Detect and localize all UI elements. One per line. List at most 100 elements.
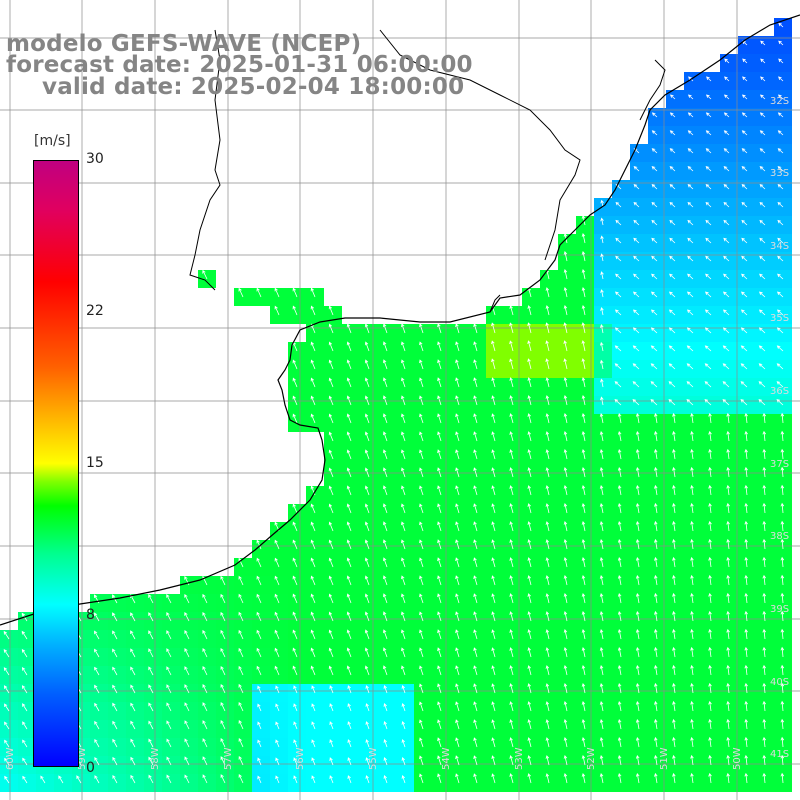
wind-arrow (455, 485, 460, 496)
wind-arrow (94, 612, 100, 622)
wind-arrow (690, 556, 694, 568)
wind-arrow (491, 449, 496, 460)
wind-arrow (742, 76, 748, 82)
wind-arrow (22, 739, 28, 748)
wind-arrow (672, 682, 676, 694)
wind-arrow (238, 719, 244, 730)
wind-arrow (654, 718, 658, 730)
wind-arrow (328, 665, 334, 676)
wind-arrow (726, 682, 730, 694)
wind-arrow (419, 683, 424, 694)
wind-arrow (364, 629, 370, 640)
wind-arrow (292, 539, 298, 550)
wind-arrow (383, 593, 388, 604)
wind-arrow (780, 754, 785, 766)
wind-arrow (94, 756, 100, 766)
wind-arrow (455, 395, 460, 406)
wind-arrow (130, 774, 136, 784)
wind-arrow (563, 394, 568, 406)
wind-arrow (599, 754, 604, 766)
wind-arrow (654, 412, 658, 424)
wind-arrow (635, 773, 640, 784)
wind-arrow (527, 773, 532, 784)
wind-arrow (437, 323, 442, 334)
wind-arrow (94, 648, 100, 658)
latitude-labels: 32S 33S 34S 35S 36S 37S 38S 39S 40S 41S (770, 96, 789, 760)
wind-arrow (383, 557, 388, 568)
wind-arrow (632, 399, 640, 406)
wind-arrow (437, 719, 442, 730)
wind-arrow (762, 700, 767, 712)
wind-arrow (723, 94, 730, 100)
wind-arrow (383, 539, 388, 550)
wind-arrow (690, 466, 694, 478)
wind-arrow (311, 685, 316, 694)
wind-arrow (708, 574, 712, 586)
wind-arrow (419, 737, 424, 748)
wind-arrow (527, 305, 532, 316)
wind-arrow (672, 430, 676, 442)
wind-arrow (726, 484, 730, 496)
wind-arrow (635, 629, 640, 640)
wind-arrow (491, 322, 496, 334)
wind-arrow (401, 467, 406, 478)
wind-arrow (762, 502, 767, 514)
wind-arrow (328, 539, 334, 550)
wind-arrow (668, 291, 676, 298)
wind-arrow (473, 503, 478, 514)
wind-arrow (220, 629, 226, 640)
wind-arrow (401, 703, 406, 712)
wind-arrow (744, 556, 748, 568)
wind-arrow (762, 430, 767, 442)
wind-arrow (632, 327, 640, 334)
wind-arrow (617, 718, 622, 730)
wind-arrow (651, 255, 658, 262)
wind-arrow (130, 630, 136, 640)
wind-arrow (672, 412, 676, 424)
wind-arrow (473, 359, 478, 370)
wind-arrow (687, 273, 694, 280)
wind-arrow (328, 323, 334, 334)
wind-arrow (686, 363, 694, 370)
wind-arrow (292, 593, 298, 604)
longitude-label: 57W (223, 747, 234, 770)
wind-arrow (633, 255, 640, 262)
wind-arrow (292, 557, 298, 568)
wind-arrow (758, 345, 766, 352)
wind-arrow (509, 503, 514, 514)
wind-arrow (635, 701, 640, 712)
wind-arrow (401, 359, 406, 370)
wind-arrow (292, 305, 298, 316)
wind-arrow (112, 756, 118, 766)
wind-arrow (563, 718, 568, 730)
longitude-label: 51W (659, 747, 670, 770)
wind-arrow (22, 775, 28, 784)
wind-arrow (545, 593, 550, 604)
wind-arrow (311, 757, 316, 766)
wind-arrow (166, 684, 172, 694)
wind-arrow (473, 683, 478, 694)
wind-arrow (365, 703, 370, 712)
wind-arrow (722, 399, 730, 406)
wind-arrow (509, 647, 514, 658)
wind-arrow (257, 703, 262, 712)
wind-arrow (581, 538, 586, 550)
wind-arrow (563, 502, 568, 514)
wind-arrow (545, 467, 550, 478)
wind-arrow (455, 755, 460, 766)
wind-arrow (744, 484, 748, 496)
wind-arrow (599, 736, 604, 748)
wind-arrow (690, 592, 694, 604)
wind-arrow (383, 703, 388, 712)
wind-arrow (708, 430, 712, 442)
wind-arrow (650, 363, 658, 370)
wind-arrow (545, 305, 550, 316)
wind-arrow (758, 399, 766, 406)
wind-arrow (723, 166, 730, 172)
wind-arrow (346, 575, 352, 586)
wind-arrow (762, 610, 767, 622)
wind-arrow (94, 630, 100, 640)
wind-arrow (704, 345, 712, 352)
wind-arrow (686, 291, 694, 298)
wind-arrow (654, 610, 658, 622)
